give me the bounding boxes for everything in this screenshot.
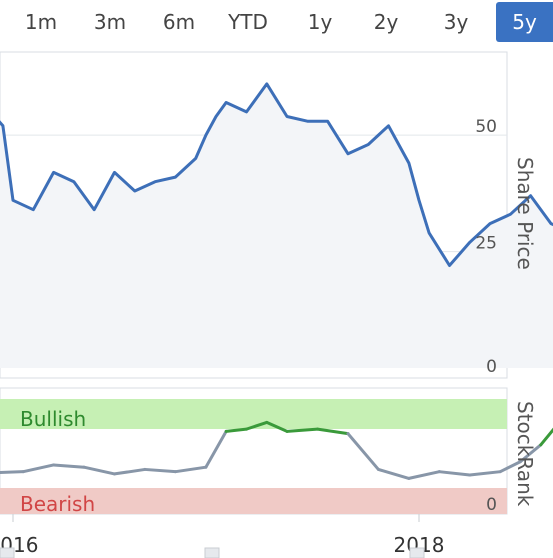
stockrank-points — [23, 422, 541, 479]
share-price-axis-title: Share Price — [513, 157, 537, 270]
stockrank-segment — [285, 427, 319, 433]
stockrank-segment — [519, 443, 543, 464]
stockrank-segment — [143, 467, 177, 474]
tab-5y[interactable]: 5y — [496, 2, 553, 42]
tab-ytd[interactable]: YTD — [228, 10, 268, 34]
tab-2y[interactable]: 2y — [373, 10, 399, 34]
bullish-label: Bullish — [20, 407, 86, 431]
stockrank-segment — [265, 420, 289, 433]
stockrank-segment — [224, 427, 248, 433]
stockrank-segment — [468, 470, 502, 477]
range-handle-right[interactable] — [409, 547, 425, 558]
stockrank-line — [0, 420, 553, 480]
stockrank-segment — [21, 463, 56, 474]
tab-6m[interactable]: 6m — [162, 10, 196, 34]
stockrank-segment — [173, 465, 208, 474]
stockrank-segment — [346, 432, 380, 471]
stockrank-segment — [539, 427, 553, 447]
stockrank-axis-title: StockRank — [513, 401, 537, 507]
stockrank-segment — [204, 429, 228, 469]
stockrank-segment — [316, 427, 350, 436]
range-tabs: 1m 3m 6m YTD 1y 2y 3y 5y — [0, 0, 553, 44]
rank-tick-0: 0 — [486, 495, 497, 515]
price-tick-50: 50 — [475, 117, 497, 137]
price-tick-0: 0 — [486, 357, 497, 377]
stockrank-segment — [437, 470, 472, 477]
range-handle-mid[interactable] — [204, 547, 220, 558]
price-tick-25: 25 — [475, 234, 497, 254]
stockrank-segment — [0, 470, 25, 475]
stockrank-segment — [52, 463, 86, 469]
tab-3m[interactable]: 3m — [93, 10, 127, 34]
tab-1m[interactable]: 1m — [24, 10, 58, 34]
bearish-band — [0, 488, 507, 514]
stockrank-segment — [244, 420, 269, 431]
stockrank-segment — [82, 465, 116, 476]
price-line — [0, 82, 553, 267]
stockrank-segment — [113, 467, 147, 476]
price-area — [0, 83, 553, 368]
stockrank-segment — [498, 460, 522, 474]
bearish-label: Bearish — [20, 492, 95, 516]
stockrank-segment — [376, 467, 411, 480]
tab-1y[interactable]: 1y — [307, 10, 333, 34]
range-handle-left[interactable] — [0, 547, 15, 558]
tab-3y[interactable]: 3y — [443, 10, 469, 34]
price-points — [2, 83, 552, 266]
bullish-band — [0, 399, 507, 429]
x-axis: 201620182020 — [0, 514, 444, 557]
stockrank-segment — [407, 470, 441, 480]
